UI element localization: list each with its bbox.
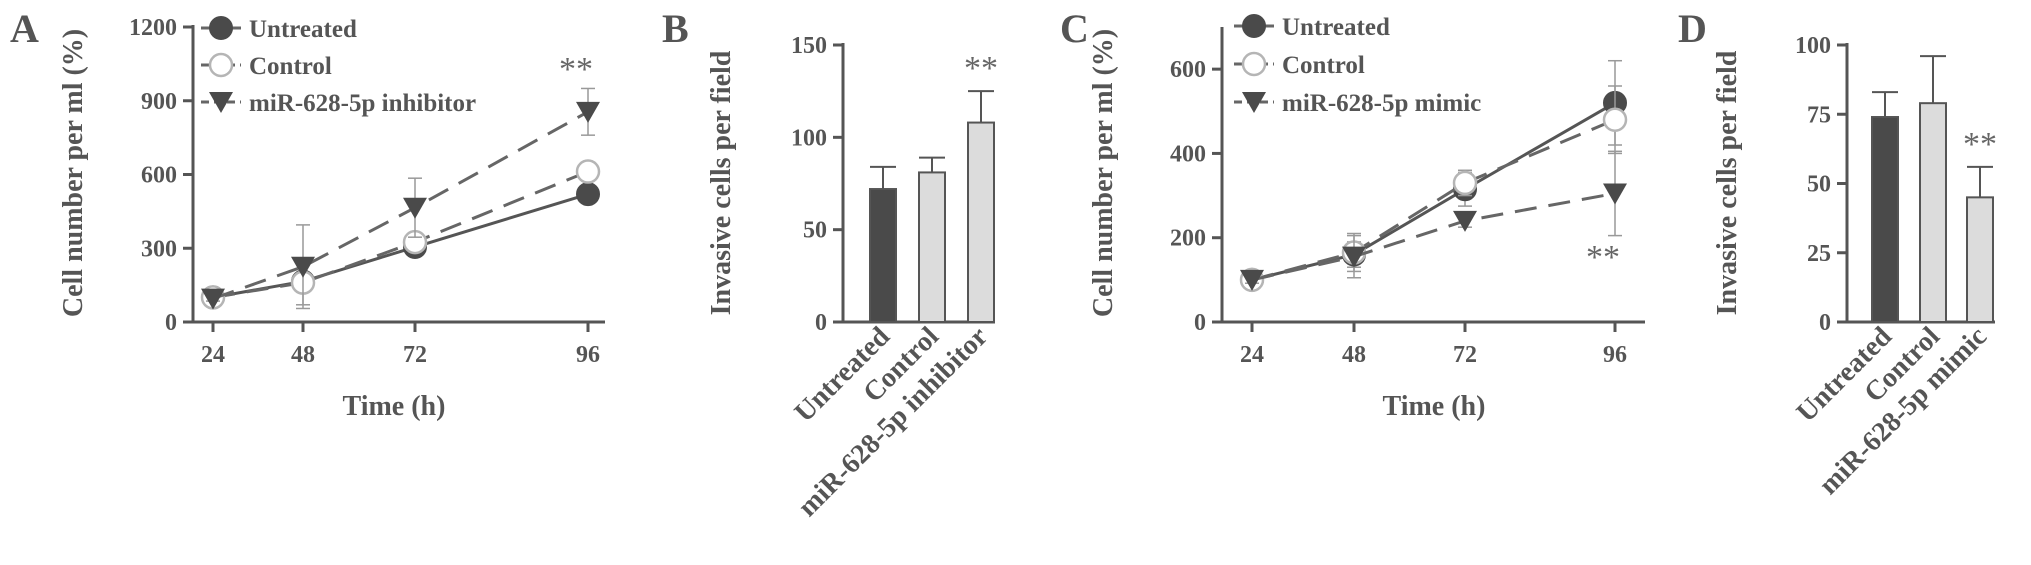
panel-b-y-label: Invasive cells per field bbox=[706, 50, 737, 315]
panel-a-x-ticks: 24 48 72 96 bbox=[201, 322, 600, 368]
x-tick-label: 72 bbox=[1453, 342, 1477, 368]
y-tick-label: 25 bbox=[1807, 241, 1831, 267]
panel-c-legend: Untreated Control miR-628-5p mimic bbox=[1234, 14, 1481, 117]
y-tick-label: 400 bbox=[1170, 141, 1206, 167]
panel-letter-d: D bbox=[1678, 6, 1707, 51]
panel-c-line-chart: Cell number per ml (%) Time (h) 0 200 400 6… bbox=[1088, 14, 1645, 422]
significance-annotation: ** bbox=[964, 50, 998, 87]
control-legend-marker bbox=[1241, 51, 1267, 77]
x-tick-label: 24 bbox=[1240, 342, 1264, 368]
mir-628-5p-inhibitor-legend-marker bbox=[209, 92, 233, 113]
panel-c-y-label: Cell number per ml (%) bbox=[1088, 29, 1119, 317]
mir-628-5p-inhibitor-point bbox=[291, 256, 315, 278]
mir-628-5p-inhibitor-series-line bbox=[212, 110, 589, 301]
mir-628-5p-inhibitor-bar bbox=[967, 121, 995, 323]
panel-a-x-label: Time (h) bbox=[343, 391, 446, 422]
mir-628-5p-mimic-point bbox=[1240, 269, 1264, 291]
panel-d-y-label: Invasive cells per field bbox=[1712, 50, 1743, 315]
control-series-line bbox=[1251, 118, 1616, 282]
panel-letter-c: C bbox=[1060, 6, 1089, 51]
y-tick-label: 100 bbox=[1795, 33, 1831, 59]
mir-628-5p-mimic-series-line bbox=[1251, 191, 1616, 282]
y-tick-label: 100 bbox=[791, 125, 827, 151]
mir-628-5p-mimic-point bbox=[1603, 183, 1627, 205]
panel-a-legend: Untreated Control miR-628-5p inhibitor bbox=[201, 16, 476, 117]
panel-letter-a: A bbox=[10, 6, 39, 51]
mir-628-5p-mimic-legend-marker bbox=[1242, 92, 1266, 113]
control-legend-marker bbox=[208, 52, 234, 78]
control-series-line bbox=[212, 170, 589, 299]
panel-a-plot-area bbox=[200, 87, 601, 310]
mir-628-5p-inhibitor-point bbox=[201, 288, 225, 310]
mir-628-5p-mimic-legend-label: miR-628-5p mimic bbox=[1282, 90, 1481, 117]
control-legend-label: Control bbox=[249, 53, 332, 80]
y-tick-label: 0 bbox=[1819, 310, 1831, 336]
control-bar bbox=[918, 171, 946, 323]
panel-c-annotations: ** bbox=[1586, 239, 1620, 276]
x-tick-label: 96 bbox=[576, 342, 600, 368]
significance-annotation: ** bbox=[1963, 126, 1997, 163]
panel-a-y-ticks: 0 300 600 900 1200 bbox=[129, 15, 193, 336]
panel-d-bar-chart: Invasive cells per field 0 25 50 75 100 Untr… bbox=[1712, 33, 1997, 501]
control-bar bbox=[1919, 102, 1947, 323]
control-point bbox=[1602, 107, 1628, 132]
untreated-series-line bbox=[212, 192, 589, 299]
untreated-legend-marker bbox=[209, 16, 233, 40]
y-tick-label: 75 bbox=[1807, 102, 1831, 128]
untreated-legend-label: Untreated bbox=[249, 16, 357, 43]
panel-letter-b: B bbox=[662, 6, 689, 51]
mir-628-5p-mimic-point bbox=[1453, 210, 1477, 232]
control-point bbox=[1452, 170, 1478, 196]
control-point bbox=[575, 159, 601, 184]
panel-d-plot-area bbox=[1871, 55, 1994, 324]
y-tick-label: 300 bbox=[141, 236, 177, 262]
y-tick-label: 0 bbox=[1194, 310, 1206, 336]
panel-b-y-ticks: 0 50 100 150 bbox=[791, 33, 843, 336]
panel-c-y-ticks: 0 200 400 600 bbox=[1170, 57, 1222, 336]
y-tick-label: 200 bbox=[1170, 226, 1206, 252]
x-tick-label: 24 bbox=[201, 342, 225, 368]
panel-c-plot-area bbox=[1239, 59, 1628, 293]
y-tick-label: 0 bbox=[165, 310, 177, 336]
y-tick-label: 900 bbox=[141, 89, 177, 115]
untreated-legend-label: Untreated bbox=[1282, 14, 1390, 41]
panel-c-x-label: Time (h) bbox=[1383, 391, 1486, 422]
y-tick-label: 50 bbox=[1807, 172, 1831, 198]
panel-a-annotations: ** bbox=[559, 51, 593, 88]
y-tick-label: 50 bbox=[803, 218, 827, 244]
significance-annotation: ** bbox=[559, 51, 593, 88]
mir-628-5p-inhibitor-point bbox=[576, 101, 600, 123]
y-tick-label: 600 bbox=[141, 163, 177, 189]
y-tick-label: 150 bbox=[791, 33, 827, 59]
panel-b-annotations: ** bbox=[964, 50, 998, 87]
significance-annotation: ** bbox=[1586, 239, 1620, 276]
untreated-bar bbox=[869, 188, 897, 323]
x-tick-label: 96 bbox=[1603, 342, 1627, 368]
control-legend-label: Control bbox=[1282, 52, 1365, 79]
mir-628-5p-mimic-bar bbox=[1966, 196, 1994, 324]
untreated-point bbox=[576, 182, 600, 207]
panel-d-annotations: ** bbox=[1963, 126, 1997, 163]
panel-b-bar-chart: Invasive cells per field 0 50 100 150 Untre… bbox=[706, 33, 998, 523]
untreated-legend-marker bbox=[1242, 14, 1266, 38]
panel-a-line-chart: Cell number per ml (%) Time (h) 0 300 600 9… bbox=[58, 15, 605, 422]
untreated-bar bbox=[1871, 116, 1899, 323]
x-tick-label: 48 bbox=[1342, 342, 1366, 368]
x-tick-label: 48 bbox=[291, 342, 315, 368]
y-tick-label: 600 bbox=[1170, 57, 1206, 83]
panel-a-y-label: Cell number per ml (%) bbox=[58, 29, 89, 317]
panel-c-x-ticks: 24 48 72 96 bbox=[1240, 322, 1627, 368]
panel-d-y-ticks: 0 25 50 75 100 bbox=[1795, 33, 1847, 336]
y-tick-label: 0 bbox=[815, 310, 827, 336]
mir-628-5p-inhibitor-point bbox=[403, 197, 427, 219]
y-tick-label: 1200 bbox=[129, 15, 177, 41]
mir-628-5p-inhibitor-legend-label: miR-628-5p inhibitor bbox=[249, 90, 476, 117]
x-tick-label: 72 bbox=[403, 342, 427, 368]
panel-b-plot-area bbox=[869, 90, 995, 323]
untreated-series-line bbox=[1251, 101, 1616, 282]
mir-628-5p-mimic-point bbox=[1342, 246, 1366, 268]
